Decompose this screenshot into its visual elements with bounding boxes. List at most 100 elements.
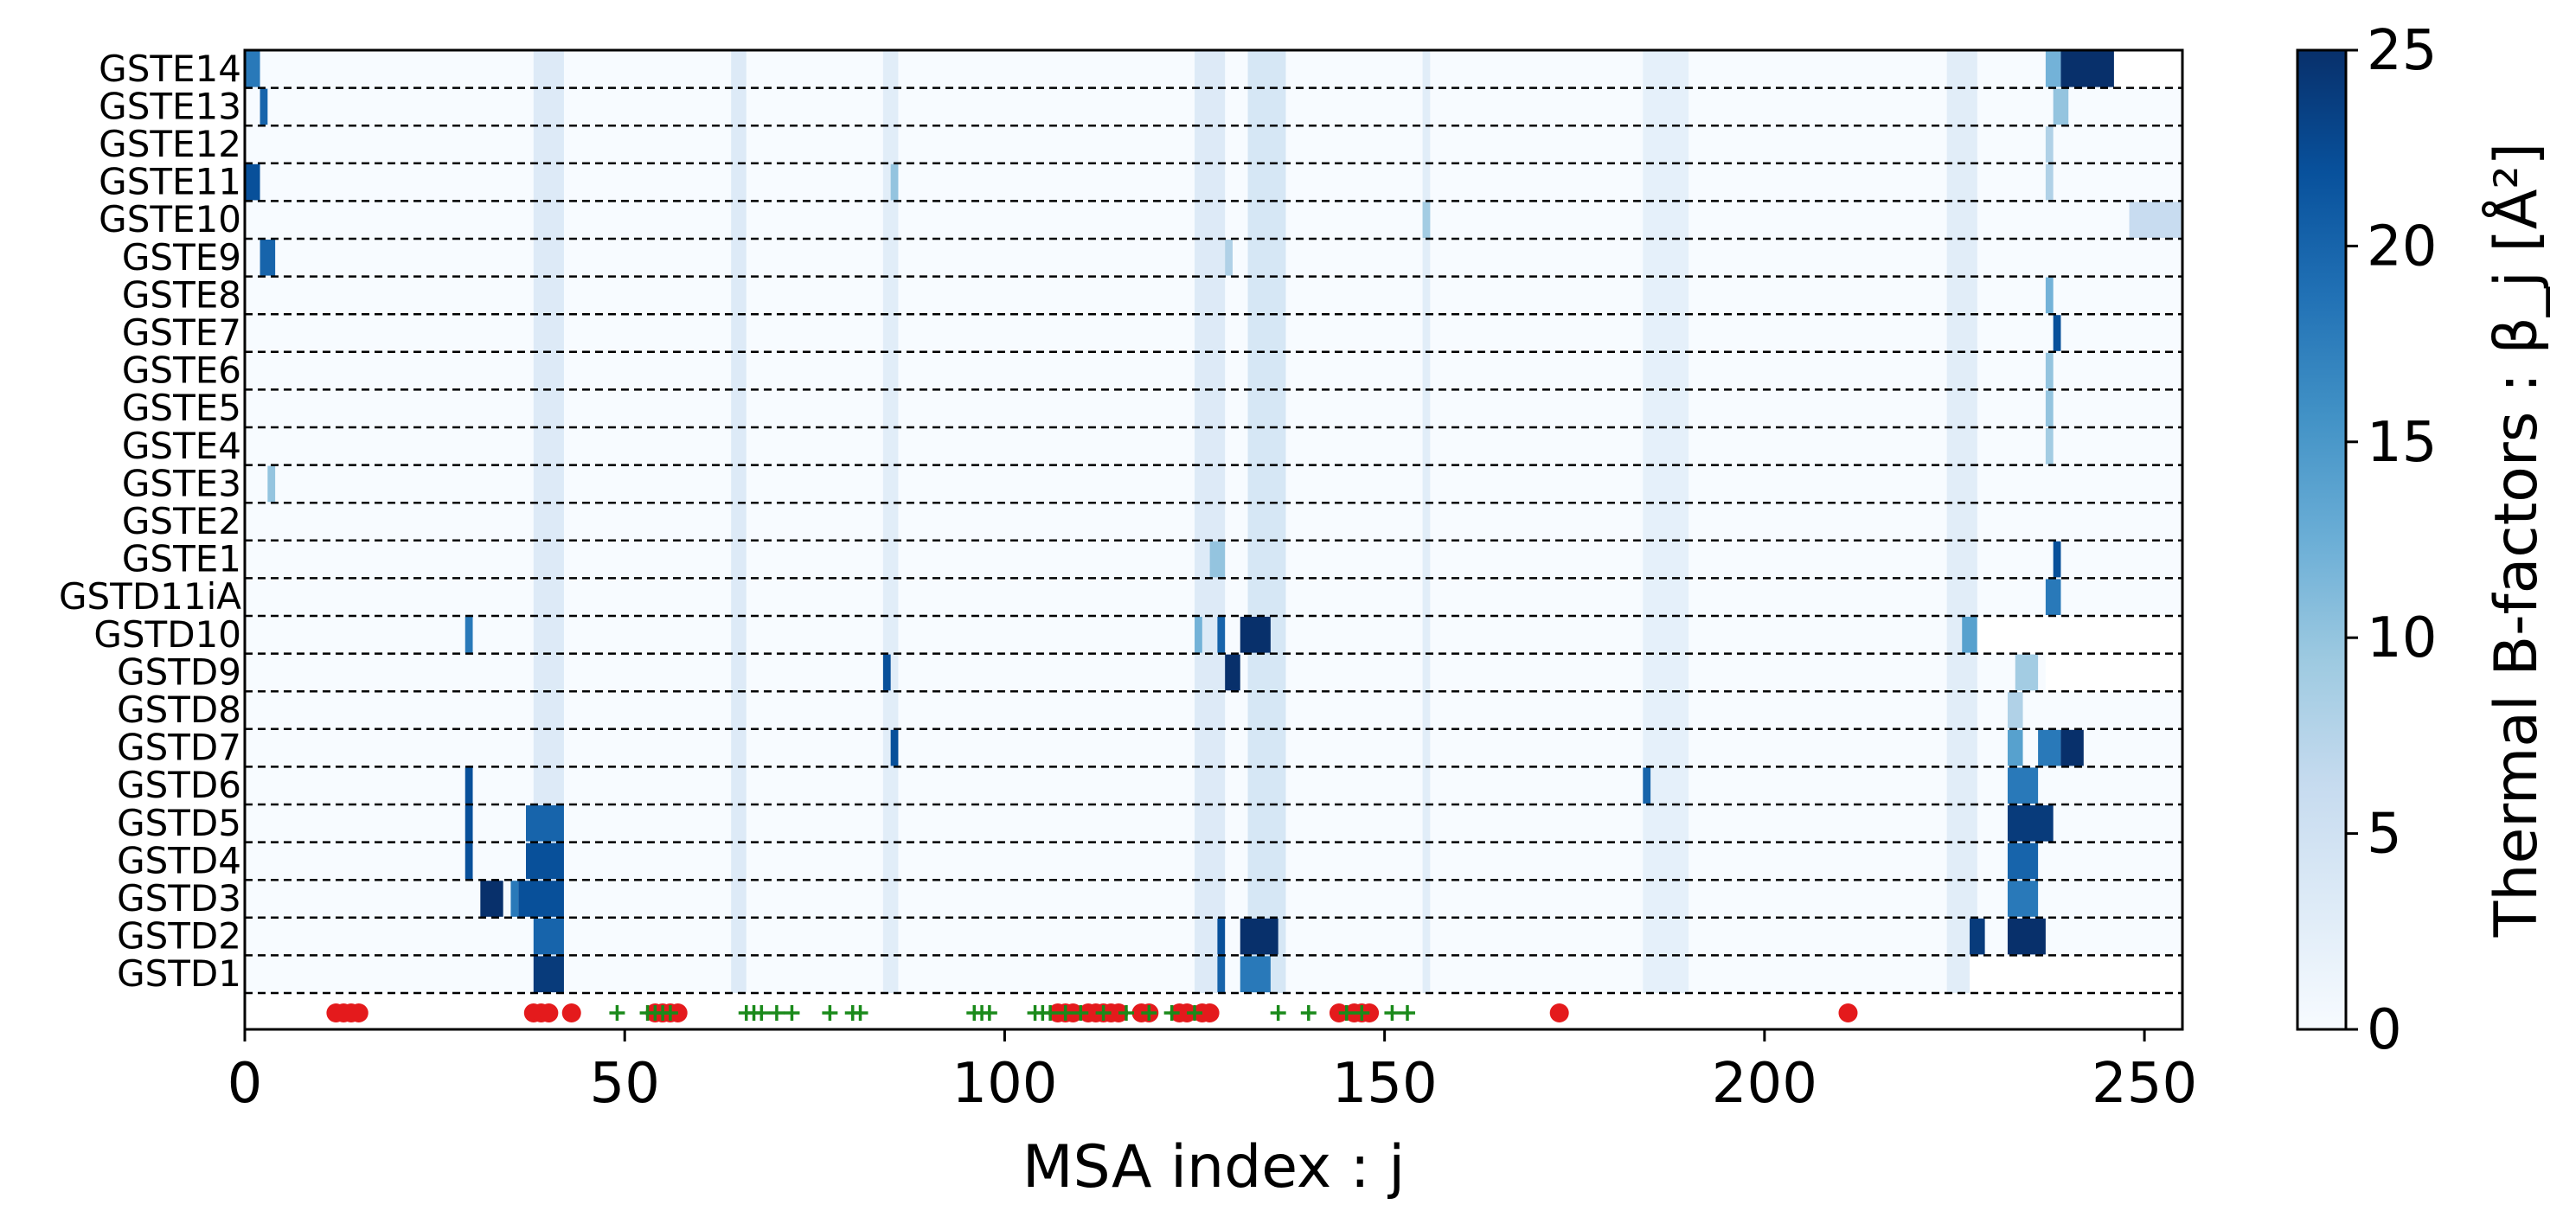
colorbar-gradient: [2296, 48, 2348, 1031]
heatmap-cell-gste13: [2053, 88, 2069, 125]
heatmap-cell-gstd5: [526, 805, 564, 842]
heatmap-cell-gstd2: [1970, 918, 1985, 955]
red-circle-marker: [1838, 1003, 1858, 1022]
heatmap-column-band: [1422, 50, 1431, 993]
heatmap-no-data-gstd10: [1977, 616, 2182, 655]
heatmap-cell-gstd6: [465, 767, 473, 804]
red-circle-marker: [1549, 1003, 1569, 1022]
heatmap-cell-gste11: [2045, 163, 2054, 201]
x-tick-label: 0: [227, 1052, 263, 1116]
heatmap-cell-gstd3: [480, 881, 503, 917]
heatmap-cell-gstd10: [1217, 617, 1226, 653]
marker-strip: [326, 1003, 1858, 1022]
heatmap-cell-gste1: [2053, 541, 2061, 578]
heatmap-cell-gstd7: [890, 729, 899, 766]
heatmap-cell-gstd1: [1240, 956, 1271, 992]
green-plus-marker: [1187, 1005, 1203, 1021]
heatmap-no-data-gste14: [2113, 50, 2182, 89]
heatmap-cell-gste14: [2045, 51, 2061, 87]
green-plus-marker: [1042, 1005, 1059, 1021]
red-circle-marker: [349, 1003, 368, 1022]
row-label: GSTE6: [122, 349, 241, 392]
heatmap-cell-gstd8: [2007, 692, 2023, 728]
heatmap-cell-gste14: [245, 51, 260, 87]
heatmap-cell-gstd1: [533, 956, 564, 992]
green-plus-marker: [1073, 1005, 1089, 1021]
heatmap-cell-gste10: [1422, 202, 1431, 238]
green-plus-marker: [1300, 1005, 1317, 1021]
heatmap-cell-gstd10: [1240, 617, 1271, 653]
x-tick-label: 100: [952, 1052, 1057, 1116]
row-label: GSTE3: [122, 462, 241, 504]
heatmap-cell-gstd10: [1962, 617, 1977, 653]
row-label: GSTE12: [99, 123, 241, 165]
heatmap-cell-gste13: [260, 88, 268, 125]
row-label: GSTD7: [117, 727, 241, 769]
row-label: GSTE1: [122, 538, 241, 580]
heatmap-cell-gstd3: [510, 881, 519, 917]
row-label: GSTD2: [117, 915, 241, 958]
heatmap-cell-gste3: [267, 465, 276, 503]
green-plus-marker: [852, 1005, 868, 1021]
heatmap-cell-gstd6: [2007, 767, 2039, 804]
heatmap-cell-gste7: [2053, 315, 2061, 351]
heatmap-cell-gste9: [260, 240, 276, 276]
row-label: GSTD6: [117, 764, 241, 806]
colorbar-tick-label: 15: [2367, 411, 2437, 475]
heatmap-cell-gstd5: [465, 805, 473, 842]
row-label: GSTE5: [122, 387, 241, 429]
row-label: GSTE10: [99, 198, 241, 240]
heatmap-cell-gstd4: [526, 843, 564, 880]
heatmap-cell-gstd10: [1195, 617, 1202, 653]
heatmap-cell-gstd2: [1217, 918, 1226, 955]
green-plus-marker: [1384, 1005, 1400, 1021]
green-plus-marker: [753, 1005, 770, 1021]
heatmap-cell-gstd2: [533, 918, 564, 955]
x-tick-label: 50: [589, 1052, 659, 1116]
heatmap-cell-gste4: [2045, 428, 2054, 465]
heatmap-plot-area: [245, 50, 2182, 1029]
row-label: GSTE14: [99, 48, 241, 90]
heatmap-cell-gstd4: [2007, 843, 2039, 880]
green-plus-marker: [768, 1005, 785, 1021]
green-plus-marker: [784, 1005, 800, 1021]
row-label: GSTD11iA: [59, 575, 241, 618]
green-plus-marker: [662, 1005, 678, 1021]
green-plus-marker: [1163, 1005, 1180, 1021]
heatmap-cell-gste8: [2045, 277, 2054, 314]
heatmap-cell-gste12: [2045, 126, 2054, 163]
green-plus-marker: [1118, 1005, 1134, 1021]
plot-frame: [243, 48, 2184, 1031]
heatmap-cell-gstd10: [465, 617, 473, 653]
heatmap-column-band: [1643, 50, 1689, 993]
heatmap-cell-gstd2: [2007, 918, 2046, 955]
heatmap-cell-gstd2: [1240, 918, 1278, 955]
red-circle-marker: [1200, 1003, 1220, 1022]
heatmap-cell-gstd7: [2060, 729, 2084, 766]
row-label: GSTE11: [99, 161, 241, 203]
green-plus-marker: [609, 1005, 625, 1021]
green-plus-marker: [1338, 1005, 1355, 1021]
green-plus-marker: [1354, 1005, 1370, 1021]
row-label: GSTD10: [93, 613, 241, 656]
row-label: GSTD3: [117, 877, 241, 920]
colorbar-tick-label: 20: [2367, 215, 2437, 279]
heatmap-cell-gste10: [2129, 202, 2182, 238]
heatmap-cell-gste6: [2045, 352, 2054, 389]
heatmap-column-band: [1195, 50, 1226, 993]
green-plus-marker: [1141, 1005, 1157, 1021]
heatmap-cell-gstd1: [1217, 956, 1226, 992]
green-plus-marker: [981, 1005, 997, 1021]
colorbar-tick-label: 25: [2367, 19, 2437, 83]
row-label: GSTE7: [122, 311, 241, 354]
row-label: GSTE13: [99, 85, 241, 127]
heatmap-cell-gstd4: [465, 843, 473, 880]
heatmap-no-data-gstd1: [1970, 955, 2182, 994]
heatmap-cell-gstd7: [2038, 729, 2061, 766]
row-label: GSTE9: [122, 236, 241, 279]
heatmap-cell-gstd9: [1225, 654, 1240, 691]
row-separators: [245, 87, 2182, 995]
heatmap-column-band: [1946, 50, 1977, 993]
row-label: GSTD4: [117, 839, 241, 881]
